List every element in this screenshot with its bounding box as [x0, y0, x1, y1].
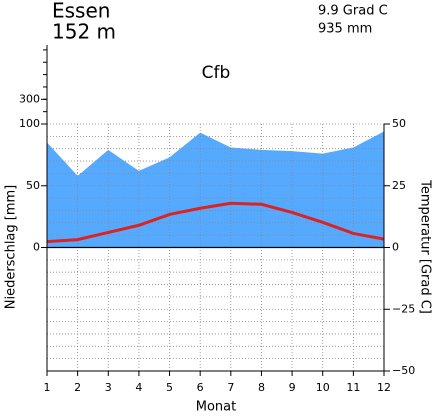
x-tick-label: 12 — [377, 381, 391, 394]
x-tick-label: 2 — [74, 381, 81, 394]
mean-temperature: 9.9 Grad C — [318, 4, 388, 19]
y2-tick-label: −50 — [392, 364, 415, 377]
climate-class: Cfb — [202, 63, 231, 83]
x-axis-label: Monat — [196, 400, 236, 415]
temperature-line — [46, 201, 385, 244]
x-tick-label: 4 — [135, 381, 142, 394]
y-tick-label: 50 — [26, 179, 40, 192]
elevation: 152 m — [52, 20, 116, 44]
y-tick-label: 0 — [33, 241, 40, 254]
annual-precipitation: 935 mm — [318, 22, 372, 37]
x-tick-label: 9 — [289, 381, 296, 394]
y-tick-label: 100 — [19, 117, 40, 130]
y2-tick-label: −25 — [392, 302, 415, 315]
y-tick-label: 300 — [19, 92, 40, 105]
x-tick-label: 11 — [346, 381, 360, 394]
x-tick-label: 8 — [258, 381, 265, 394]
x-tick-label: 5 — [166, 381, 173, 394]
x-tick-label: 1 — [44, 381, 51, 394]
precipitation-area — [47, 131, 384, 248]
y-axis-label: Niederschlag [mm] — [4, 185, 19, 310]
y2-tick-label: 0 — [392, 241, 399, 254]
x-tick-label: 10 — [316, 381, 330, 394]
y2-tick-label: 50 — [392, 117, 406, 130]
x-tick-label: 6 — [197, 381, 204, 394]
y2-tick-label: 25 — [392, 179, 406, 192]
y2-axis-label: Temperatur [Grad C] — [418, 179, 433, 314]
x-tick-label: 7 — [227, 381, 234, 394]
chart-title: Essen — [52, 0, 110, 23]
x-tick-label: 3 — [105, 381, 112, 394]
